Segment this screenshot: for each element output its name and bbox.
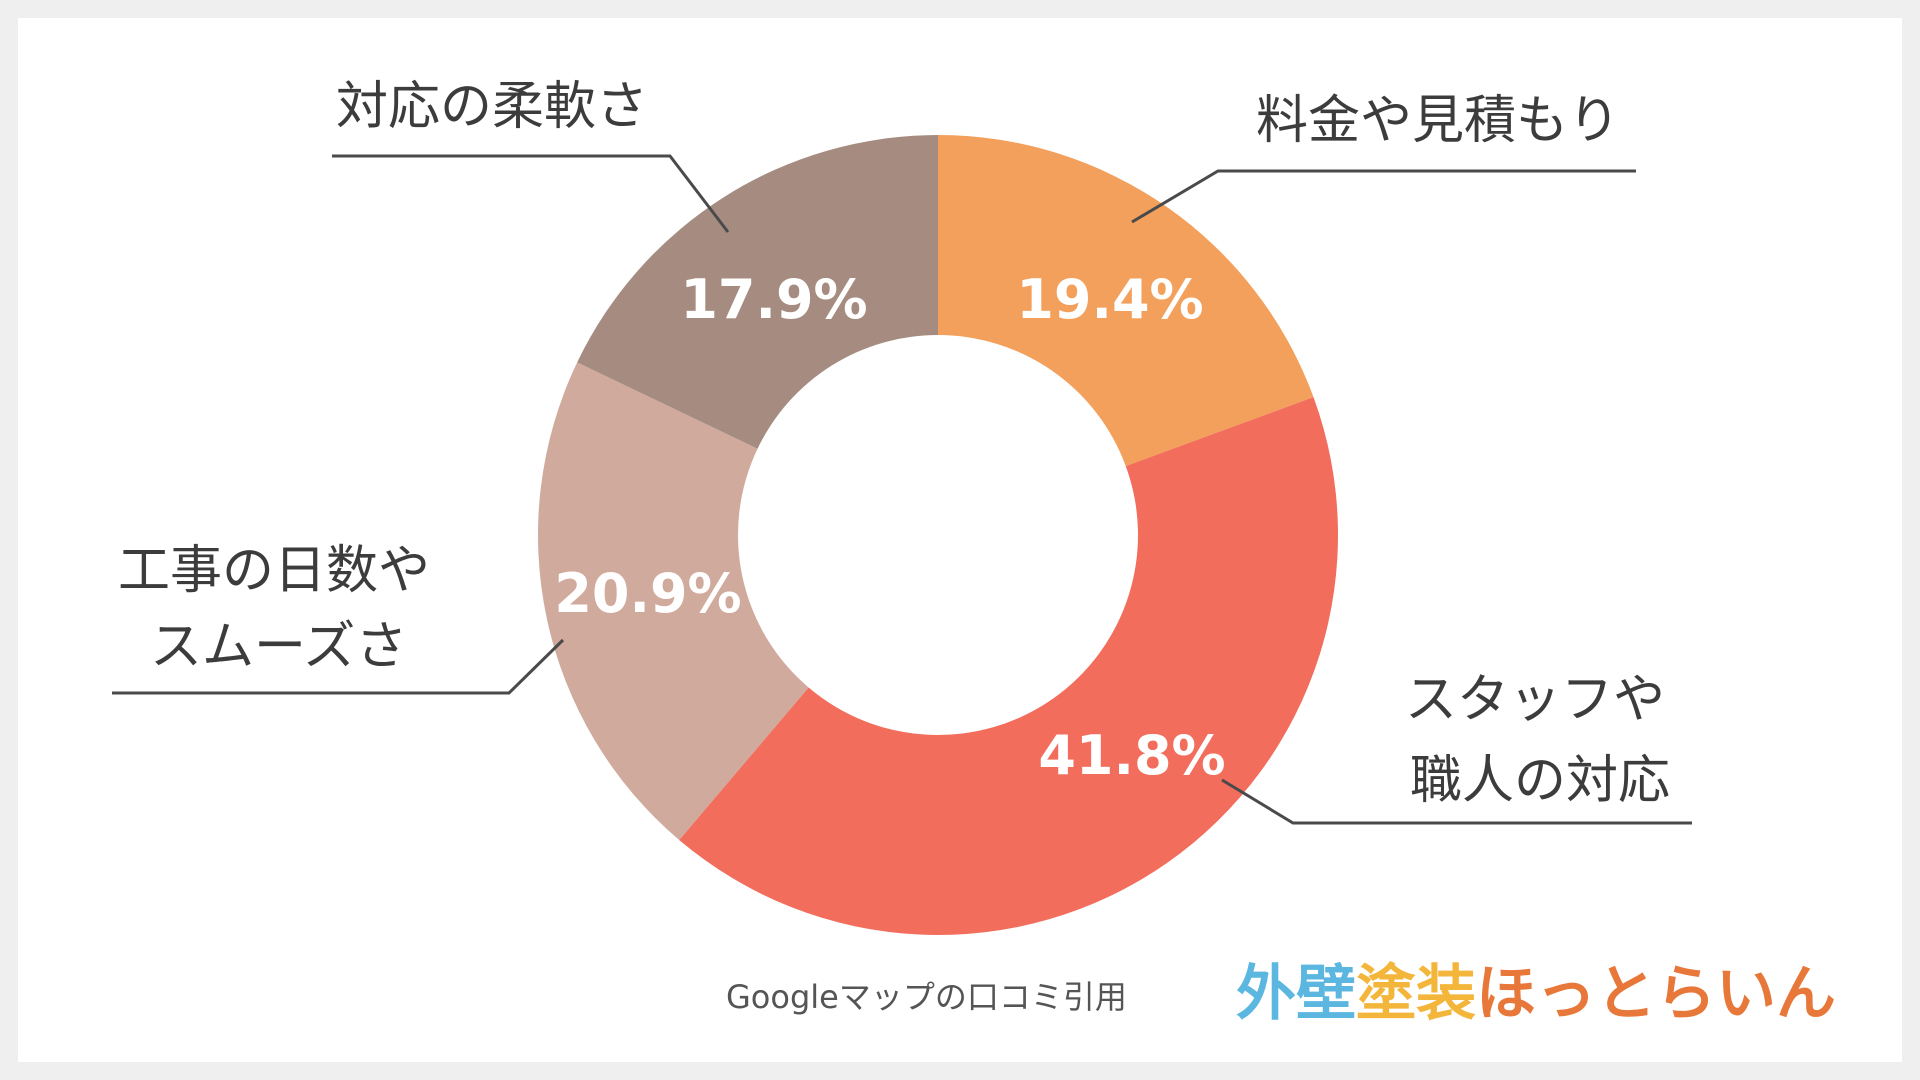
leader-line-slice-1	[1221, 778, 1692, 825]
value-label-slice-1: 41.8%	[1038, 724, 1225, 787]
category-label-slice-0: 料金や見積もり	[1256, 91, 1620, 151]
leader-line-slice-0	[1131, 169, 1636, 224]
value-label-slice-2: 20.9%	[554, 562, 741, 625]
brand-logo-text: 外壁塗装ほっとらいん	[1236, 959, 1836, 1029]
leader-line-slice-2	[112, 638, 565, 695]
brand-logo-part-3: ほっとらいん	[1476, 959, 1836, 1029]
leader-line-slice-3	[332, 154, 730, 233]
category-label-slice-1-line1: スタッフや	[1405, 670, 1665, 730]
donut-slice-1	[679, 397, 1338, 935]
donut-slice-3	[577, 134, 938, 449]
category-label-slice-3: 対応の柔軟さ	[336, 77, 648, 137]
brand-logo-part-2: 塗装	[1356, 959, 1476, 1029]
donut-slices	[537, 134, 1338, 935]
value-label-slice-3: 17.9%	[680, 268, 867, 331]
source-note: Googleマップの口コミ引用	[726, 978, 1127, 1016]
category-label-slice-2-line1: 工事の日数や	[118, 541, 430, 601]
value-label-slice-0: 19.4%	[1016, 268, 1203, 331]
brand-logo-part-1: 外壁	[1236, 959, 1356, 1029]
donut-slice-2	[537, 362, 809, 840]
brand-logo: 外壁塗装ほっとらいん	[1236, 959, 1836, 1029]
category-label-slice-2-line2: スムーズさ	[150, 617, 407, 677]
donut-slice-0	[938, 135, 1314, 467]
category-label-slice-1-line2: 職人の対応	[1410, 751, 1670, 811]
